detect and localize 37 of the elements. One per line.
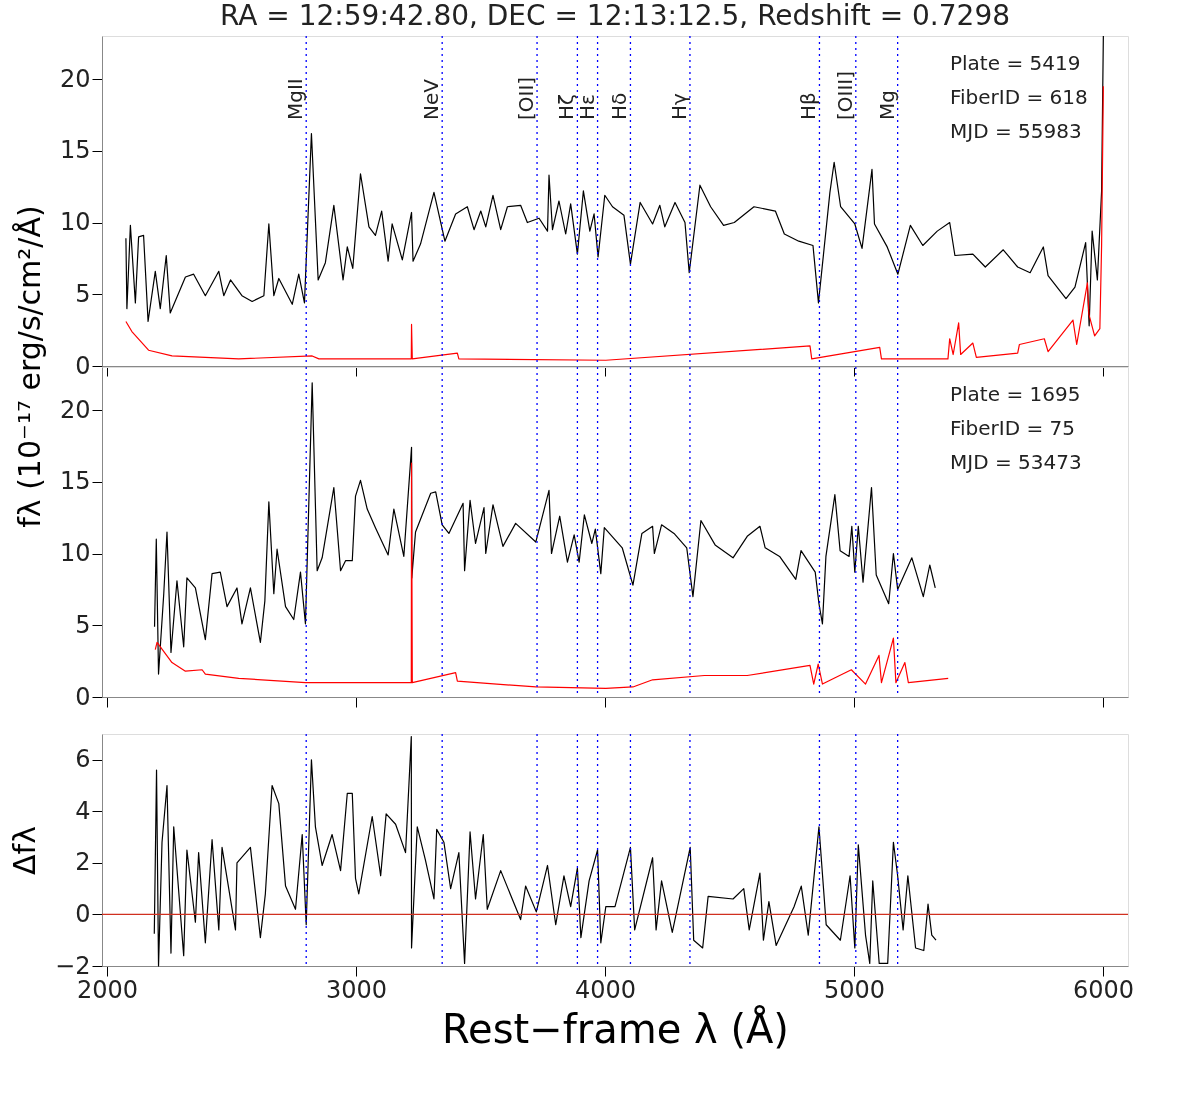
y-tick-label: 0 bbox=[75, 351, 91, 380]
ref-line-label: Hγ bbox=[666, 92, 691, 120]
ref-line-label: [OIII] bbox=[832, 70, 857, 120]
chart-title: RA = 12:59:42.80, DEC = 12:13:12.5, Redshift = 0.7298 bbox=[219, 0, 1011, 33]
y-tick-label: 5 bbox=[75, 610, 91, 639]
y-tick-label: 20 bbox=[59, 395, 91, 424]
ref-line-label: Hζ bbox=[554, 94, 579, 120]
annotation: Plate = 5419 bbox=[950, 51, 1081, 75]
y-axis-title: Δfλ bbox=[7, 826, 43, 875]
y-tick-label: 2 bbox=[75, 848, 91, 877]
annotation: FiberID = 618 bbox=[950, 85, 1088, 109]
y-tick-label: 15 bbox=[59, 467, 91, 496]
y-tick-label: 10 bbox=[59, 539, 91, 568]
x-tick-label: 3000 bbox=[325, 975, 388, 1004]
ref-line-label: MgII bbox=[283, 78, 308, 120]
x-axis-title: Rest−frame λ (Å) bbox=[442, 1004, 789, 1052]
x-tick-label: 4000 bbox=[575, 975, 637, 1004]
y-tick-label: 6 bbox=[75, 745, 91, 774]
y-tick-label: 20 bbox=[59, 64, 91, 93]
y-tick-label: 5 bbox=[75, 279, 91, 308]
ref-line-label: Mg bbox=[874, 90, 899, 120]
annotation: FiberID = 75 bbox=[950, 416, 1076, 440]
ref-line-label: Hβ bbox=[796, 92, 821, 120]
ref-line-label: NeV bbox=[419, 78, 444, 120]
y-tick-label: 0 bbox=[75, 899, 91, 928]
y-axis-title: fλ (10⁻¹⁷ erg/s/cm²/Å) bbox=[11, 205, 47, 528]
y-tick-label: 4 bbox=[75, 796, 91, 825]
y-tick-label: 15 bbox=[59, 136, 91, 165]
annotation: MJD = 55983 bbox=[950, 119, 1082, 143]
ref-line-label: Hδ bbox=[607, 92, 632, 120]
x-tick-label: 5000 bbox=[824, 975, 886, 1004]
y-tick-label: 0 bbox=[75, 682, 91, 711]
annotation: Plate = 1695 bbox=[950, 382, 1081, 406]
y-tick-label: 10 bbox=[59, 208, 91, 237]
annotation: MJD = 53473 bbox=[950, 450, 1082, 474]
ref-line-label: [OII] bbox=[514, 76, 539, 120]
x-tick-label: 6000 bbox=[1073, 975, 1135, 1004]
